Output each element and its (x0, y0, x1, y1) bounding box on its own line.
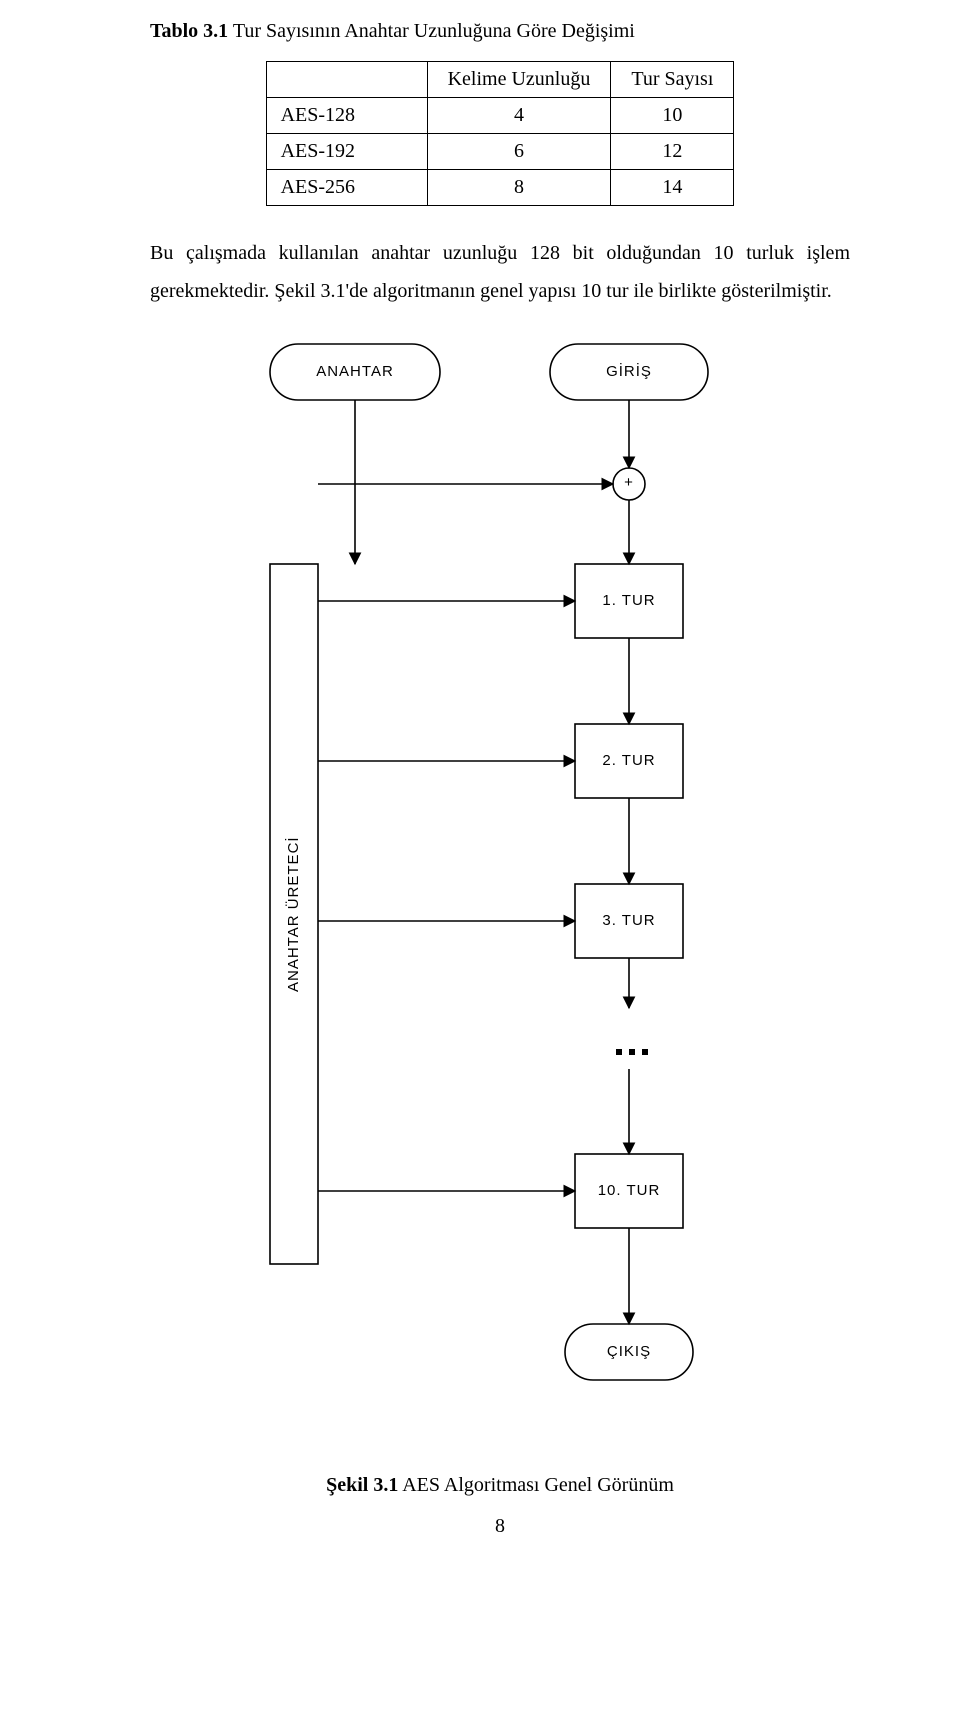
figure-caption-rest: AES Algoritması Genel Görünüm (398, 1474, 674, 1496)
table-cell: 4 (427, 98, 611, 134)
table-row: AES-192 6 12 (266, 134, 734, 170)
table-cell: 6 (427, 134, 611, 170)
table-header-blank (266, 62, 427, 98)
table-cell: AES-256 (266, 170, 427, 206)
table-header-kelime: Kelime Uzunluğu (427, 62, 611, 98)
figure-caption: Şekil 3.1 AES Algoritması Genel Görünüm (150, 1474, 850, 1497)
table-header-tur: Tur Sayısı (611, 62, 734, 98)
table-cell: AES-192 (266, 134, 427, 170)
table-caption: Tablo 3.1 Tur Sayısının Anahtar Uzunluğu… (150, 20, 850, 43)
figure-caption-bold: Şekil 3.1 (326, 1474, 398, 1496)
algorithm-flowchart: ANAHTARGİRİŞ+ANAHTAR ÜRETECİ1. TUR2. TUR… (150, 334, 850, 1464)
table-cell: 14 (611, 170, 734, 206)
table-cell: 10 (611, 98, 734, 134)
table-row: AES-128 4 10 (266, 98, 734, 134)
table-cell: 8 (427, 170, 611, 206)
table-row: AES-256 8 14 (266, 170, 734, 206)
table-caption-bold: Tablo 3.1 (150, 20, 228, 42)
table-cell: AES-128 (266, 98, 427, 134)
page-number: 8 (150, 1515, 850, 1538)
body-paragraph: Bu çalışmada kullanılan anahtar uzunluğu… (150, 234, 850, 310)
table-caption-rest: Tur Sayısının Anahtar Uzunluğuna Göre De… (228, 20, 635, 42)
key-length-table: Kelime Uzunluğu Tur Sayısı AES-128 4 10 … (266, 61, 735, 206)
table-header-row: Kelime Uzunluğu Tur Sayısı (266, 62, 734, 98)
table-cell: 12 (611, 134, 734, 170)
